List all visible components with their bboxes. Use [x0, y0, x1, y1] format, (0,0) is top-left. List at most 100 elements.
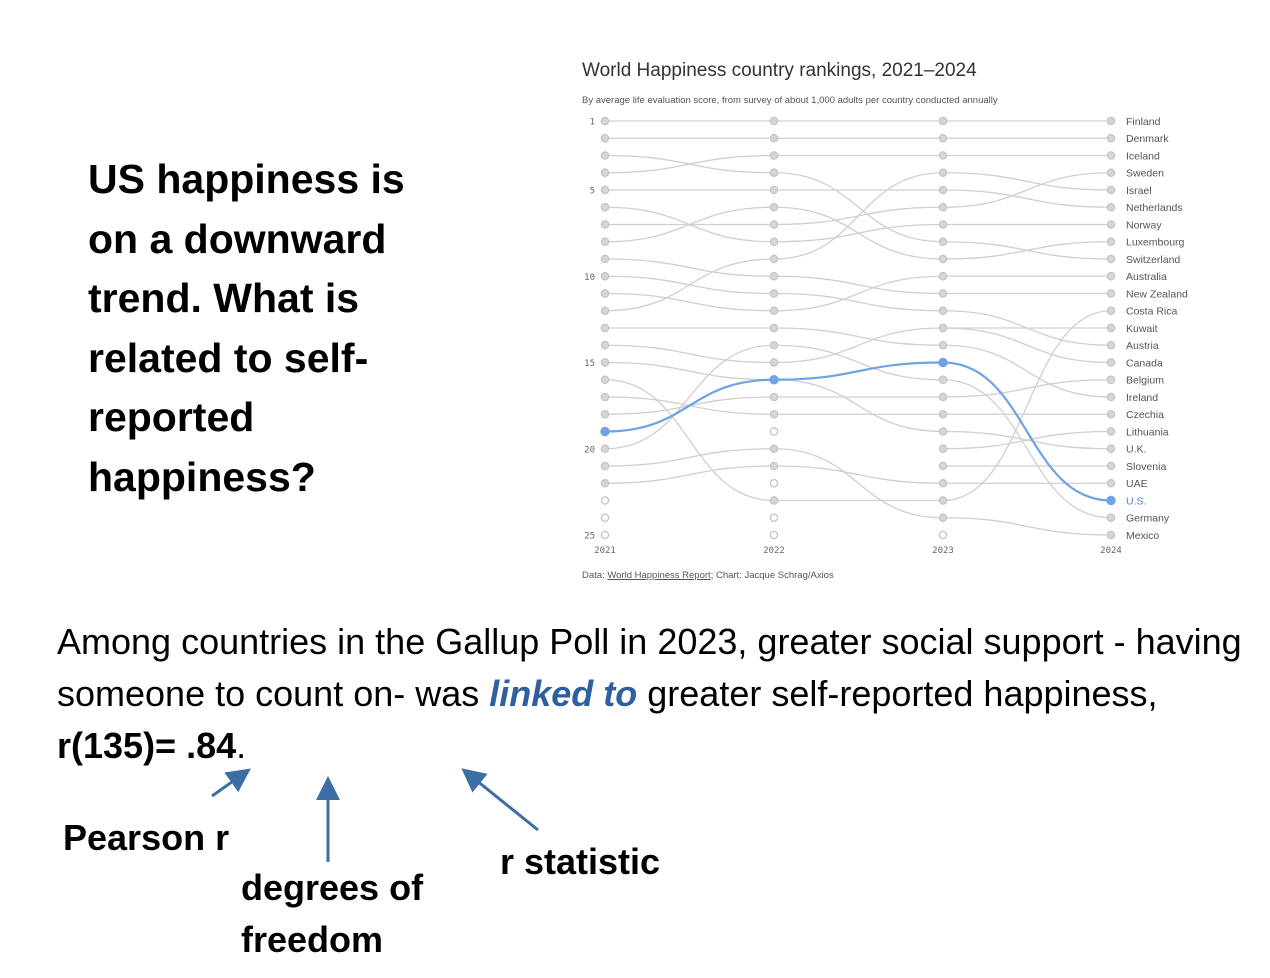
r-stat-arrow: [461, 768, 539, 832]
series-point-germany: [600, 444, 610, 453]
series-point-australia: [938, 272, 948, 281]
series-line-austria: [604, 275, 1112, 346]
series-point-israel: [938, 168, 948, 177]
series-label-new-zealand: New Zealand: [1126, 288, 1188, 300]
series-label-u-s: U.S.: [1126, 495, 1146, 507]
series-label-canada: Canada: [1126, 357, 1163, 369]
series-label-czechia: Czechia: [1126, 409, 1164, 421]
series-point-u-s: [769, 375, 779, 385]
credit-link[interactable]: World Happiness Report: [607, 570, 711, 581]
series-point-austria: [769, 289, 779, 298]
series-point-new-zealand: [938, 289, 948, 298]
series-point-germany: [938, 375, 948, 384]
series-label-netherlands: Netherlands: [1126, 202, 1183, 214]
series-point-israel: [769, 254, 779, 264]
series-point-slovenia: [1106, 461, 1116, 471]
series-line-germany: [604, 344, 1112, 519]
series-point-costa-rica: [1106, 306, 1116, 315]
y-tick-label: 20: [584, 445, 595, 455]
rank-slot-dot: [600, 496, 610, 505]
series-point-norway: [938, 220, 948, 229]
pearson-arrow: [211, 768, 251, 798]
y-tick-label: 15: [584, 359, 595, 369]
series-point-u-s: [938, 357, 948, 368]
series-point-lithuania: [1106, 427, 1116, 436]
series-line-uae: [604, 465, 1111, 484]
rank-slot-dot: [600, 513, 610, 522]
series-point-germany: [769, 341, 779, 350]
series-point-netherlands: [1106, 203, 1116, 212]
rank-slot-dot: [769, 478, 779, 488]
series-label-israel: Israel: [1126, 185, 1152, 197]
series-label-austria: Austria: [1126, 340, 1159, 352]
series-point-u-k: [938, 427, 948, 436]
series-point-czechia: [1106, 410, 1116, 419]
series-point-ireland: [938, 341, 948, 350]
series-point-denmark: [1106, 134, 1116, 143]
rank-slot-dot: [769, 513, 779, 522]
body-emphasis: linked to: [489, 673, 638, 714]
rank-slot-dot: [769, 530, 779, 540]
series-point-costa-rica: [938, 496, 948, 505]
series-point-netherlands: [600, 185, 610, 195]
series-point-luxembourg: [769, 203, 779, 212]
series-point-austria: [1106, 341, 1116, 350]
series-point-costa-rica: [600, 375, 610, 384]
series-label-germany: Germany: [1126, 513, 1170, 525]
series-line-switzerland: [604, 154, 1112, 260]
series-point-uae: [938, 479, 948, 488]
series-point-switzerland: [600, 151, 610, 160]
series-point-lithuania: [938, 444, 948, 453]
series-label-sweden: Sweden: [1126, 168, 1164, 180]
series-label-norway: Norway: [1126, 219, 1162, 231]
series-label-iceland: Iceland: [1126, 150, 1160, 162]
series-point-uae: [600, 479, 610, 488]
series-point-finland: [938, 116, 948, 126]
series-point-switzerland: [769, 168, 779, 177]
series-label-lithuania: Lithuania: [1126, 426, 1169, 438]
series-point-denmark: [600, 134, 610, 143]
series-point-belgium: [600, 410, 610, 419]
series-point-israel: [1106, 185, 1116, 195]
y-tick-label: 5: [590, 187, 595, 197]
series-point-luxembourg: [600, 237, 610, 246]
series-label-ireland: Ireland: [1126, 392, 1158, 404]
series-point-iceland: [938, 151, 948, 160]
series-point-netherlands: [938, 185, 948, 195]
series-label-luxembourg: Luxembourg: [1126, 237, 1185, 249]
degrees-of-freedom-label: degrees of freedom: [241, 867, 424, 960]
series-point-denmark: [769, 134, 779, 143]
series-point-denmark: [938, 134, 948, 143]
series-line-iceland: [604, 154, 1111, 174]
series-point-u-s: [600, 426, 610, 437]
series-point-belgium: [769, 392, 779, 402]
series-point-germany: [1106, 513, 1116, 522]
series-point-u-k: [1106, 444, 1116, 453]
series-point-iceland: [1106, 151, 1116, 160]
series-point-ireland: [600, 323, 610, 333]
series-point-luxembourg: [938, 254, 948, 264]
body-after: greater self-reported happiness,: [637, 673, 1158, 714]
series-point-luxembourg: [1106, 237, 1116, 246]
series-point-new-zealand: [600, 254, 610, 264]
y-tick-label: 10: [584, 273, 595, 283]
series-point-netherlands: [769, 185, 779, 195]
credit-prefix: Data:: [582, 570, 608, 581]
series-point-mexico: [600, 461, 610, 471]
series-point-australia: [1106, 272, 1116, 281]
series-point-mexico: [938, 513, 948, 522]
series-point-sweden: [938, 203, 948, 212]
series-point-iceland: [769, 151, 779, 160]
rank-slot-dot: [600, 530, 610, 540]
series-point-belgium: [1106, 375, 1116, 384]
series-line-norway: [604, 206, 1111, 243]
series-point-kuwait: [1106, 323, 1116, 333]
series-line-australia: [604, 275, 1111, 312]
series-point-uae: [769, 461, 779, 471]
series-point-new-zealand: [1106, 289, 1116, 298]
series-line-mexico: [604, 448, 1112, 536]
pearson-r-label: Pearson r: [63, 817, 230, 858]
series-point-u-k: [600, 358, 610, 367]
series-line-new-zealand: [604, 258, 1111, 295]
